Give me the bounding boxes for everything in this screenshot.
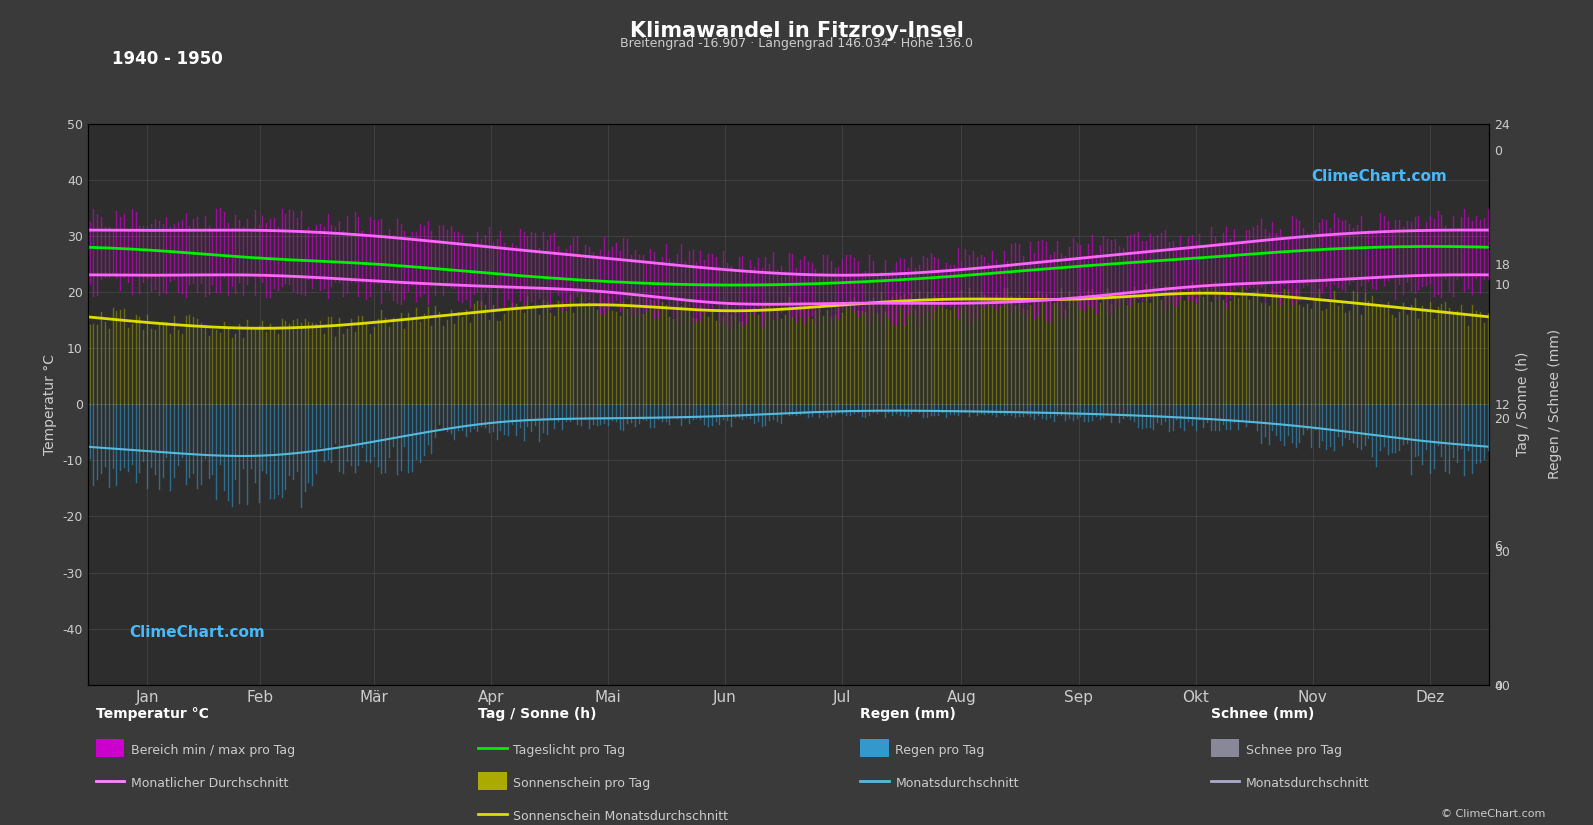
Y-axis label: Tag / Sonne (h)

Regen / Schnee (mm): Tag / Sonne (h) Regen / Schnee (mm) [1517, 329, 1563, 479]
Text: Klimawandel in Fitzroy-Insel: Klimawandel in Fitzroy-Insel [629, 21, 964, 40]
Text: Monatsdurchschnitt: Monatsdurchschnitt [895, 777, 1020, 790]
Text: Tageslicht pro Tag: Tageslicht pro Tag [513, 744, 624, 757]
Text: Tag / Sonne (h): Tag / Sonne (h) [478, 707, 596, 721]
Text: Breitengrad -16.907 · Längengrad 146.034 · Höhe 136.0: Breitengrad -16.907 · Längengrad 146.034… [620, 37, 973, 50]
Text: Bereich min / max pro Tag: Bereich min / max pro Tag [131, 744, 295, 757]
Text: ClimeChart.com: ClimeChart.com [129, 625, 266, 640]
Text: Sonnenschein Monatsdurchschnitt: Sonnenschein Monatsdurchschnitt [513, 810, 728, 823]
Text: Monatsdurchschnitt: Monatsdurchschnitt [1246, 777, 1370, 790]
Text: © ClimeChart.com: © ClimeChart.com [1440, 808, 1545, 818]
Text: Schnee pro Tag: Schnee pro Tag [1246, 744, 1341, 757]
Text: 1940 - 1950: 1940 - 1950 [112, 50, 223, 68]
Y-axis label: Temperatur °C: Temperatur °C [43, 354, 57, 455]
Text: Sonnenschein pro Tag: Sonnenschein pro Tag [513, 777, 650, 790]
Text: Regen pro Tag: Regen pro Tag [895, 744, 984, 757]
Text: Temperatur °C: Temperatur °C [96, 707, 209, 721]
Text: Schnee (mm): Schnee (mm) [1211, 707, 1314, 721]
Text: ClimeChart.com: ClimeChart.com [1311, 168, 1448, 184]
Text: Monatlicher Durchschnitt: Monatlicher Durchschnitt [131, 777, 288, 790]
Text: Regen (mm): Regen (mm) [860, 707, 956, 721]
